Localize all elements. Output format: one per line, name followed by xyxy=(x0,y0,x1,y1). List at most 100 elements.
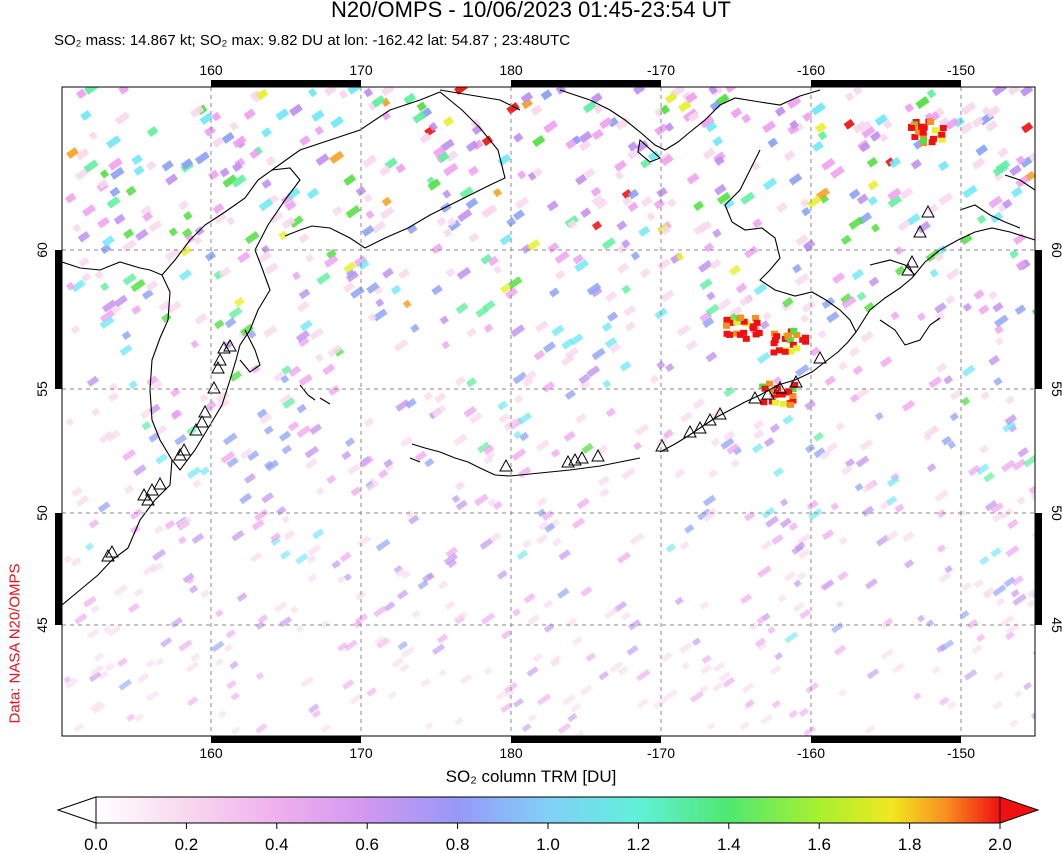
so2-pixel xyxy=(890,311,900,321)
so2-pixel xyxy=(832,272,846,284)
so2-pixel xyxy=(180,158,194,170)
so2-pixel xyxy=(636,669,651,682)
so2-pixel xyxy=(821,296,836,309)
so2-pixel xyxy=(615,117,631,131)
so2-pixel xyxy=(148,220,163,233)
so2-hotspot-pixel xyxy=(929,135,937,142)
so2-pixel xyxy=(894,246,904,256)
so2-pixel xyxy=(353,255,367,268)
so2-pixel xyxy=(627,148,640,160)
so2-pixel xyxy=(678,100,692,113)
so2-pixel xyxy=(191,532,205,545)
so2-pixel xyxy=(812,140,824,152)
so2-pixel xyxy=(455,302,469,314)
so2-pixel xyxy=(623,305,636,317)
so2-pixel xyxy=(337,575,346,584)
so2-pixel xyxy=(561,338,575,350)
so2-pixel xyxy=(379,637,392,649)
so2-hotspot-pixel xyxy=(736,331,744,338)
so2-pixel xyxy=(609,661,624,673)
so2-pixel xyxy=(118,87,130,95)
so2-pixel xyxy=(936,643,947,654)
so2-pixel xyxy=(992,166,1004,177)
so2-pixel xyxy=(591,194,605,207)
so2-pixel xyxy=(296,403,307,414)
so2-pixel xyxy=(212,136,224,148)
so2-pixel xyxy=(744,698,755,709)
so2-pixel xyxy=(716,191,732,205)
so2-pixel xyxy=(304,445,320,459)
so2-pixel xyxy=(394,567,406,578)
so2-pixel xyxy=(412,111,426,124)
so2-pixel xyxy=(769,423,780,433)
so2-pixel xyxy=(740,191,756,205)
so2-pixel xyxy=(170,409,183,421)
so2-pixel xyxy=(247,450,260,462)
so2-pixel xyxy=(288,365,302,377)
so2-hotspot-pixel xyxy=(928,139,936,146)
so2-pixel xyxy=(240,448,253,460)
so2-pixel xyxy=(181,228,193,239)
so2-hotspot-pixel xyxy=(740,318,748,325)
so2-pixel xyxy=(993,671,1005,681)
triangle-icon xyxy=(921,204,935,218)
so2-pixel xyxy=(366,282,380,294)
so2-pixel xyxy=(1001,459,1016,473)
so2-pixel xyxy=(793,601,805,613)
so2-pixel xyxy=(436,216,447,227)
so2-pixel xyxy=(763,437,775,448)
so2-pixel xyxy=(83,595,97,608)
so2-pixel xyxy=(123,484,135,495)
so2-pixel xyxy=(442,189,452,199)
so2-pixel xyxy=(708,469,719,479)
so2-pixel xyxy=(975,144,989,156)
triangle-icon xyxy=(223,338,237,352)
so2-pixel xyxy=(420,677,431,688)
lat-label: 60 xyxy=(1049,242,1062,258)
so2-pixel xyxy=(161,160,174,172)
so2-pixel xyxy=(160,636,173,648)
so2-pixel xyxy=(194,312,208,325)
so2-pixel xyxy=(249,90,262,101)
so2-pixel xyxy=(304,457,318,470)
so2-pixel xyxy=(575,730,585,736)
so2-pixel xyxy=(628,619,641,631)
so2-pixel xyxy=(90,664,105,677)
so2-pixel xyxy=(396,589,409,600)
so2-pixel xyxy=(946,268,961,281)
so2-pixel xyxy=(826,441,838,453)
so2-pixel xyxy=(801,300,816,313)
so2-hotspot-pixel xyxy=(793,345,801,352)
so2-pixel xyxy=(275,108,290,121)
so2-pixel xyxy=(686,172,700,185)
so2-pixel xyxy=(534,320,549,333)
so2-pixel xyxy=(439,315,449,325)
triangle-icon xyxy=(198,404,212,418)
so2-pixel xyxy=(89,700,103,712)
so2-pixel xyxy=(498,412,511,424)
so2-pixel xyxy=(542,381,555,393)
so2-pixel xyxy=(979,444,989,454)
so2-pixel xyxy=(783,149,796,162)
so2-pixel xyxy=(578,373,591,385)
so2-pixel xyxy=(263,425,274,435)
so2-pixel xyxy=(794,272,810,286)
so2-pixel xyxy=(754,637,766,648)
so2-pixel xyxy=(88,671,102,683)
so2-pixel xyxy=(762,120,776,134)
so2-pixel xyxy=(640,195,653,208)
colorbar-tick-label: 0.6 xyxy=(355,835,379,853)
so2-pixel xyxy=(574,259,589,273)
so2-pixel xyxy=(381,111,391,121)
so2-pixel xyxy=(213,319,225,330)
so2-pixel xyxy=(597,475,610,487)
so2-pixel xyxy=(941,435,952,446)
so2-pixel xyxy=(469,412,483,424)
so2-pixel xyxy=(646,211,656,221)
so2-pixel xyxy=(739,721,750,731)
so2-pixel xyxy=(315,486,325,496)
so2-pixel xyxy=(991,87,1007,97)
so2-pixel xyxy=(849,393,860,403)
so2-pixel xyxy=(145,280,159,292)
so2-pixel xyxy=(649,374,660,384)
